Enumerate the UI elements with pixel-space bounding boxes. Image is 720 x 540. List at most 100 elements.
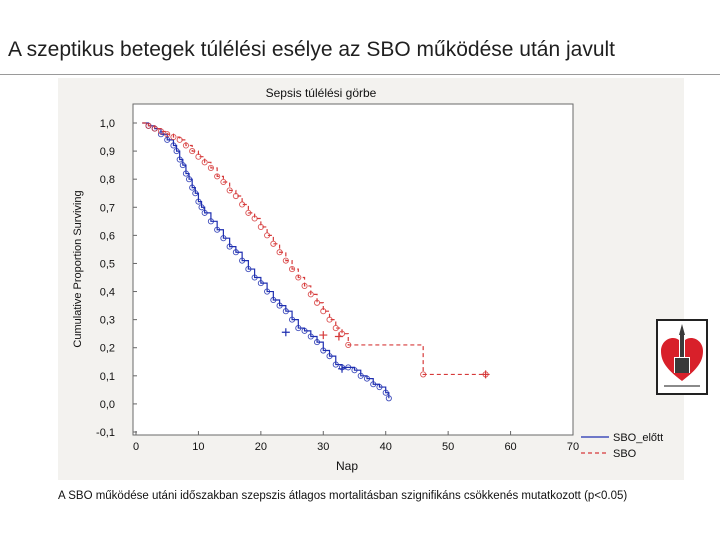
- event-point: [226, 187, 233, 194]
- event-point: [351, 367, 358, 374]
- x-tick-label: 0: [133, 441, 139, 453]
- event-point: [320, 347, 327, 354]
- event-point: [195, 198, 202, 205]
- event-point: [189, 184, 196, 191]
- event-point: [264, 232, 271, 239]
- event-point: [220, 178, 227, 186]
- event-point: [282, 257, 289, 264]
- event-point: [170, 133, 177, 141]
- censor-mark: [334, 332, 343, 341]
- censor-mark: [481, 370, 490, 379]
- event-point: [170, 142, 177, 149]
- event-point: [307, 333, 314, 340]
- y-tick-label: 0,2: [100, 343, 115, 355]
- event-point: [370, 381, 377, 388]
- event-point: [251, 274, 258, 281]
- legend-label: SBO: [613, 448, 637, 460]
- event-point: [145, 122, 152, 129]
- x-tick-label: 30: [317, 441, 329, 453]
- event-point: [164, 131, 171, 138]
- y-tick-label: 0,8: [100, 174, 115, 186]
- event-point: [289, 266, 296, 273]
- event-point: [157, 131, 165, 138]
- x-tick-label: 50: [442, 441, 454, 453]
- chart-title: Sepsis túlélési görbe: [266, 86, 377, 100]
- y-tick-label: 0,9: [100, 146, 115, 158]
- event-point: [295, 274, 302, 281]
- event-point: [198, 204, 205, 211]
- event-point: [245, 266, 252, 273]
- event-point: [332, 361, 339, 368]
- event-point: [282, 308, 289, 315]
- event-point: [157, 128, 165, 135]
- event-point: [313, 299, 321, 306]
- series-line-sbo: [142, 122, 486, 376]
- event-point: [345, 364, 352, 371]
- event-point: [295, 325, 302, 332]
- event-point: [220, 235, 227, 242]
- y-axis: 1,0 0,9 0,8 0,7 0,6 0,5 0,4 0,3 0,2 0,1 0,0 -0,1: [96, 118, 137, 439]
- x-axis: 0 10 20 30 40 50 60 70: [133, 431, 579, 453]
- hospital-logo-icon: [661, 324, 703, 387]
- x-tick-label: 40: [380, 441, 392, 453]
- event-point: [207, 164, 214, 171]
- footnote: A SBO működése utáni időszakban szepszis…: [58, 490, 628, 502]
- event-point: [357, 372, 364, 379]
- event-point: [382, 389, 389, 396]
- event-point: [332, 325, 339, 332]
- survival-chart: Sepsis túlélési görbe 1,0 0,9 0,8 0,7 0,6 0,5…: [72, 86, 663, 473]
- event-point: [301, 327, 308, 334]
- event-point: [251, 215, 258, 222]
- plot-area: [132, 103, 574, 436]
- censor-mark: [338, 364, 347, 373]
- event-point: [195, 153, 202, 160]
- event-point: [176, 156, 183, 163]
- event-point: [176, 136, 183, 143]
- event-point: [214, 226, 221, 233]
- event-point: [385, 395, 392, 402]
- title-divider: [0, 74, 720, 75]
- event-point: [173, 148, 180, 155]
- event-point: [201, 159, 208, 166]
- series-layer: [142, 122, 490, 402]
- y-tick-label: 0,5: [100, 258, 115, 270]
- event-point: [214, 173, 221, 180]
- x-tick-label: 60: [504, 441, 516, 453]
- event-point: [245, 209, 252, 216]
- y-tick-label: 0,0: [100, 399, 115, 411]
- event-point: [151, 125, 158, 132]
- y-tick-label: 1,0: [100, 118, 115, 130]
- event-point: [201, 209, 208, 216]
- event-point: [239, 257, 246, 264]
- event-point: [270, 296, 277, 304]
- y-tick-label: -0,1: [96, 427, 115, 439]
- event-point: [192, 190, 199, 197]
- event-point: [376, 384, 383, 391]
- event-point: [179, 162, 186, 169]
- event-point: [345, 341, 352, 348]
- event-point: [289, 316, 296, 323]
- x-tick-label: 70: [567, 441, 579, 453]
- event-point: [182, 142, 189, 149]
- event-point: [264, 288, 271, 295]
- y-tick-label: 0,1: [100, 371, 115, 383]
- event-point: [189, 148, 196, 155]
- x-axis-label: Nap: [336, 459, 358, 473]
- event-point: [257, 223, 264, 230]
- event-point: [320, 308, 327, 315]
- y-tick-label: 0,6: [100, 230, 115, 242]
- censor-mark: [281, 328, 290, 337]
- event-point: [207, 218, 214, 225]
- hospital-logo: [656, 319, 708, 395]
- y-axis-label: Cumulative Proportion Surviving: [72, 190, 84, 347]
- event-point: [326, 316, 333, 323]
- event-point: [186, 176, 193, 183]
- y-tick-label: 0,7: [100, 202, 115, 214]
- event-point: [232, 192, 239, 200]
- event-point: [313, 339, 321, 346]
- x-tick-label: 20: [255, 441, 267, 453]
- legend: SBO_előtt SBO: [581, 432, 663, 460]
- event-point: [270, 240, 277, 247]
- y-tick-label: 0,4: [100, 287, 115, 299]
- event-point: [182, 170, 189, 177]
